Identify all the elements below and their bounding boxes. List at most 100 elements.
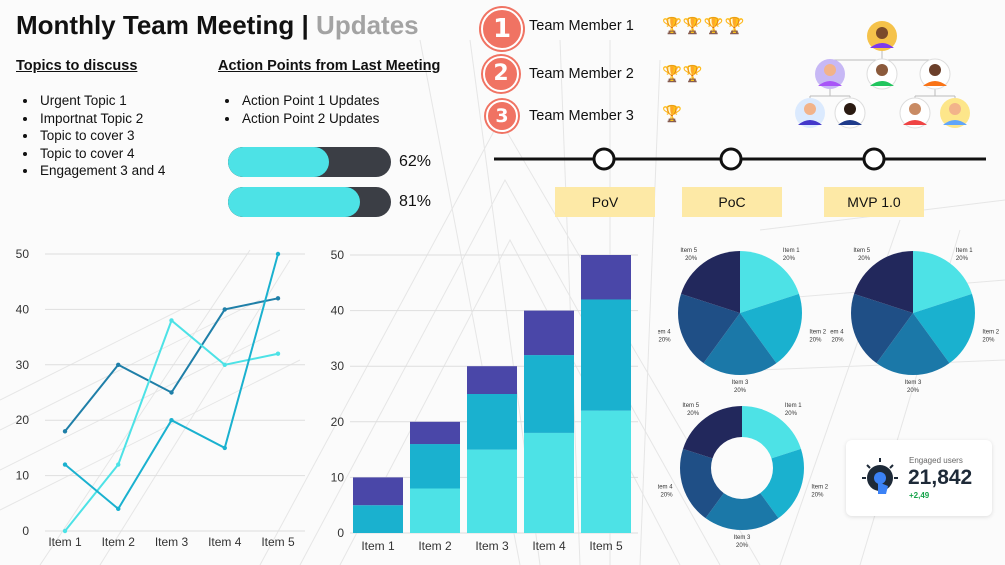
trophy-icon: 🏆 (662, 106, 683, 123)
y-tick-label: 10 (331, 470, 345, 484)
data-point (169, 418, 174, 423)
member-name-1: Team Member 1 (529, 18, 634, 34)
list-item: Topic to cover 4 (38, 145, 165, 163)
member-name-3: Team Member 3 (529, 108, 634, 124)
touch-icon (862, 458, 898, 494)
slice-value-label: 20% (687, 411, 700, 417)
y-tick-label: 20 (16, 413, 30, 427)
data-point (275, 351, 281, 356)
slice-label: Item 3 (732, 380, 749, 386)
slice-label: Item 1 (783, 248, 800, 254)
data-point (275, 296, 281, 301)
slice-value-label: 20% (736, 543, 749, 549)
pie-slice (703, 313, 777, 375)
pie-slice (683, 406, 742, 459)
x-tick-label: Item 3 (155, 535, 189, 549)
timeline (494, 147, 986, 171)
slice-label: Item 4 (830, 330, 844, 336)
rank-badge-2: 2 (483, 56, 519, 92)
pie-chart-2: Item 1 20% Item 2 20% Item 3 20% Item 4 20% Item… (830, 248, 1000, 394)
y-tick-label: 40 (16, 302, 30, 316)
member-name-2: Team Member 2 (529, 66, 634, 82)
avatar (795, 98, 825, 128)
avatar (919, 58, 951, 90)
slice-value-label: 20% (785, 411, 798, 417)
y-tick-label: 40 (331, 304, 345, 318)
bar-segment (467, 366, 517, 394)
pie-slice (851, 293, 913, 364)
x-tick-label: Item 2 (102, 535, 136, 549)
rank-badge-3: 3 (486, 100, 518, 132)
slice-value-label: 20% (858, 256, 871, 262)
pie-slice (876, 313, 950, 375)
data-point (222, 307, 227, 312)
action-points-list: Action Point 1 Updates Action Point 2 Up… (218, 92, 379, 127)
y-tick-label: 50 (16, 247, 30, 261)
slice-value-label: 20% (783, 256, 796, 262)
x-tick-label: Item 2 (418, 539, 452, 553)
pie-slice (913, 293, 975, 364)
slice-label: Item 5 (682, 403, 699, 409)
pie-slice (854, 251, 913, 313)
x-tick-label: Item 4 (208, 535, 242, 549)
avatar (867, 21, 897, 51)
series-line-2 (64, 318, 279, 532)
y-tick-label: 20 (331, 415, 345, 429)
x-tick-label: Item 5 (261, 535, 295, 549)
list-item: Action Point 2 Updates (240, 110, 379, 128)
avatar (815, 59, 845, 89)
y-tick-label: 10 (16, 469, 30, 483)
avatar (940, 98, 970, 128)
list-item: Importnat Topic 2 (38, 110, 165, 128)
avatar (866, 58, 898, 90)
y-tick-label: 0 (337, 526, 344, 540)
data-point (62, 462, 68, 467)
x-tick-label: Item 3 (475, 539, 509, 553)
progress-bar-1 (228, 147, 391, 177)
trophy-icon: 🏆🏆 (662, 66, 704, 83)
list-item: Topic to cover 3 (38, 127, 165, 145)
stage-mvp: MVP 1.0 (824, 187, 924, 217)
slice-label: Item 4 (658, 330, 671, 336)
line-chart: 0 10 20 30 40 50 Item 1 Item 2 Item 3 Item 4 Item … (16, 247, 305, 549)
progress-bar-2 (228, 187, 391, 217)
slice-label: Item 2 (982, 330, 999, 336)
avatar (834, 97, 866, 129)
progress-fill-1 (228, 147, 330, 177)
bar-segment (353, 477, 403, 506)
pie-chart-1: Item 1 20% Item 2 20% Item 3 20% Item 4 20% Item… (658, 248, 827, 394)
page-title: Monthly Team Meeting | Updates (16, 10, 419, 41)
x-tick-label: Item 4 (532, 539, 566, 553)
slice-label: Item 4 (658, 485, 673, 491)
slice-label: Item 2 (811, 485, 828, 491)
topics-heading: Topics to discuss (16, 58, 138, 74)
bar-segment (410, 488, 460, 533)
pie-slice (913, 251, 972, 313)
data-point (275, 251, 281, 257)
pie-slice (680, 448, 724, 519)
avatar (899, 97, 931, 129)
progress-label-2: 81% (399, 193, 432, 210)
data-point (62, 528, 68, 534)
stacked-bar-chart: 0 10 20 30 40 50 Item 1 Item 2 Item 3 Item 4 Item … (331, 248, 638, 553)
action-points-heading: Action Points from Last Meeting (218, 58, 441, 74)
y-tick-label: 50 (331, 248, 345, 262)
pie-slice (681, 251, 740, 313)
bar-segment (524, 432, 574, 533)
y-tick-label: 30 (16, 358, 30, 372)
slice-label: Item 2 (809, 330, 826, 336)
title-accent: Updates (316, 10, 419, 40)
stage-poc: PoC (682, 187, 782, 217)
data-point (116, 362, 121, 367)
data-point (116, 462, 121, 467)
slice-label: Item 3 (905, 380, 922, 386)
slice-label: Item 1 (956, 248, 973, 254)
pie-slice (742, 406, 801, 459)
list-item: Engagement 3 and 4 (38, 162, 165, 180)
slice-label: Item 5 (853, 248, 870, 254)
slice-value-label: 20% (832, 338, 845, 344)
pie-slice (678, 293, 740, 364)
pie-slice (760, 448, 804, 519)
stage-pov: PoV (555, 187, 655, 217)
